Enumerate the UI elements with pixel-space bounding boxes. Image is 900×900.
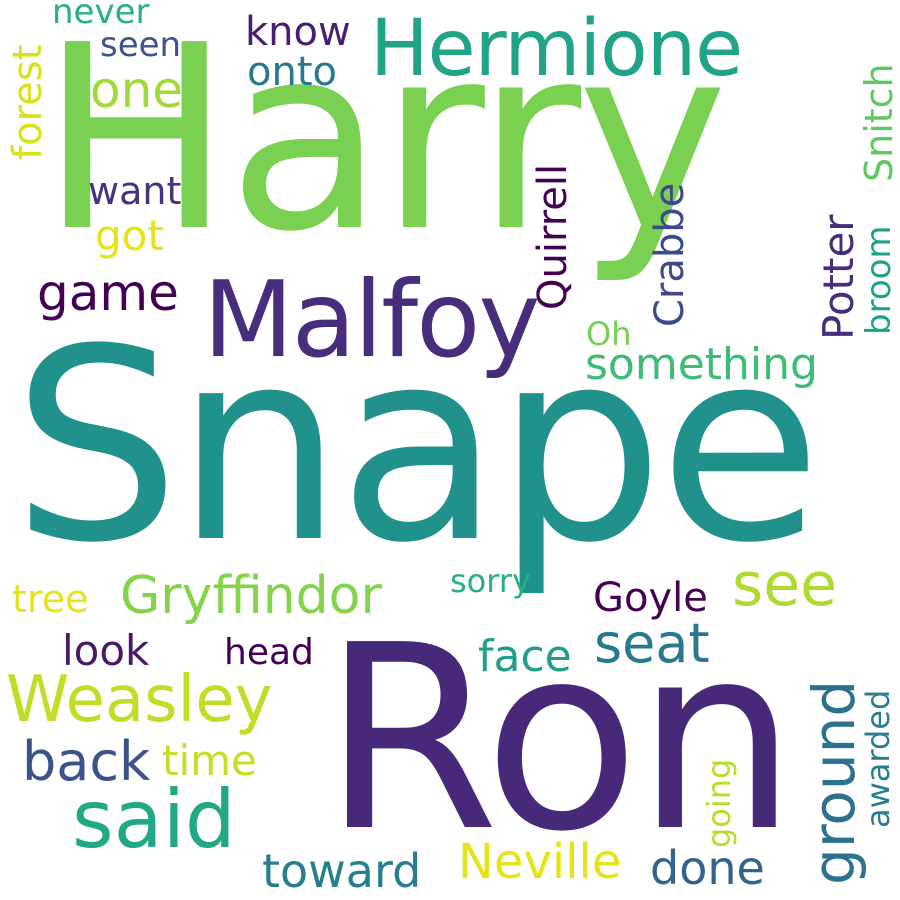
word-snape: Snape [12,293,822,601]
word-goyle: Goyle [593,575,708,621]
word-tree: tree [12,577,89,621]
word-awarded: awarded [859,689,897,828]
word-onto: onto [247,49,337,95]
word-potter: Potter [814,214,863,340]
word-look: look [62,626,150,675]
word-game: game [37,264,179,322]
word-said: said [72,773,236,866]
word-back: back [22,730,151,793]
word-forest: forest [5,44,51,160]
word-quirrell: Quirrell [530,163,576,310]
word-got: got [95,211,164,260]
word-one: one [90,61,184,119]
word-gryffindor: Gryffindor [120,566,382,626]
word-sorry: sorry [450,562,531,600]
word-seat: seat [594,612,710,675]
word-crabbe: Crabbe [647,182,693,327]
word-face: face [478,631,572,682]
word-going: going [700,758,738,848]
word-weasley: Weasley [6,663,273,737]
word-snitch: Snitch [857,63,900,182]
word-see: see [732,550,838,620]
word-malfoy: Malfoy [203,259,540,381]
word-head: head [224,632,314,673]
word-neville: Neville [458,834,622,890]
word-ground: ground [800,679,868,885]
word-broom: broom [859,225,899,335]
word-oh: Oh [586,315,632,353]
word-time: time [162,736,257,785]
word-harry: Harry [40,0,728,288]
word-hermione: Hermione [370,4,743,94]
word-seen: seen [100,25,182,65]
word-want: want [88,169,182,213]
word-know: know [245,9,351,55]
word-ron: Ron [322,591,797,888]
word-never: never [52,0,150,32]
word-something: something [585,339,818,390]
word-toward: toward [262,844,422,898]
word-done: done [650,841,765,895]
